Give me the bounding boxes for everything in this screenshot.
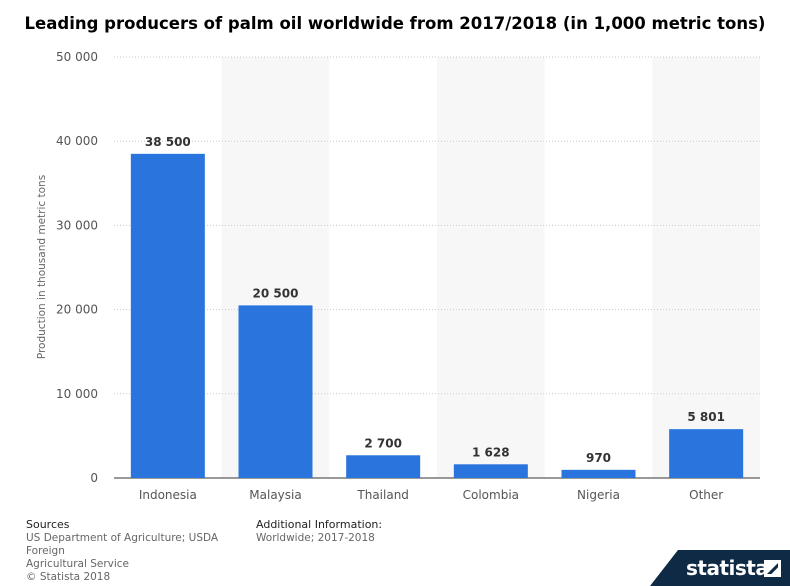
footer-sources: Sources US Department of Agriculture; US… [26,518,251,584]
bar-value-label: 20 500 [253,286,299,300]
bar [561,469,636,478]
y-axis-label: Production in thousand metric tons [36,175,48,359]
bar-value-label: 38 500 [145,135,191,149]
bar-value-label: 970 [586,451,611,465]
bar [130,153,205,478]
statista-wordmark: statista [686,556,769,580]
y-tick-label: 0 [90,471,98,485]
sources-heading: Sources [26,518,70,531]
y-tick-label: 50 000 [56,50,98,64]
statista-logo[interactable]: statista [650,550,790,586]
info-line: Worldwide; 2017-2018 [256,532,375,544]
bar-value-label: 1 628 [472,445,510,459]
sources-line: Agricultural Service [26,558,130,570]
x-tick-label: Nigeria [577,488,620,502]
x-tick-label: Thailand [356,488,409,502]
bar-chart: 0 10 000 20 000 30 000 40 000 50 000 38 500 Ind… [36,50,760,502]
y-tick-label: 10 000 [56,387,98,401]
column-band [437,57,545,478]
bar-value-label: 2 700 [364,436,402,450]
bar [669,429,744,478]
copyright-line: © Statista 2018 [26,571,111,583]
footer-additional-info: Additional Information: Worldwide; 2017-… [256,518,456,545]
y-tick-label: 30 000 [56,218,98,232]
bar [238,305,313,478]
x-tick-label: Indonesia [139,488,197,502]
x-tick-label: Other [689,488,723,502]
statista-logo-icon [764,560,781,577]
chart-title: Leading producers of palm oil worldwide … [24,14,766,33]
sources-line: US Department of Agriculture; USDA Forei… [26,532,219,557]
x-tick-label: Malaysia [249,488,301,502]
column-band [652,57,760,478]
x-tick-label: Colombia [463,488,519,502]
y-tick-label: 20 000 [56,303,98,317]
bar [346,455,421,478]
info-heading: Additional Information: [256,518,383,531]
bar [453,464,528,478]
y-tick-label: 40 000 [56,134,98,148]
bar-value-label: 5 801 [687,410,725,424]
